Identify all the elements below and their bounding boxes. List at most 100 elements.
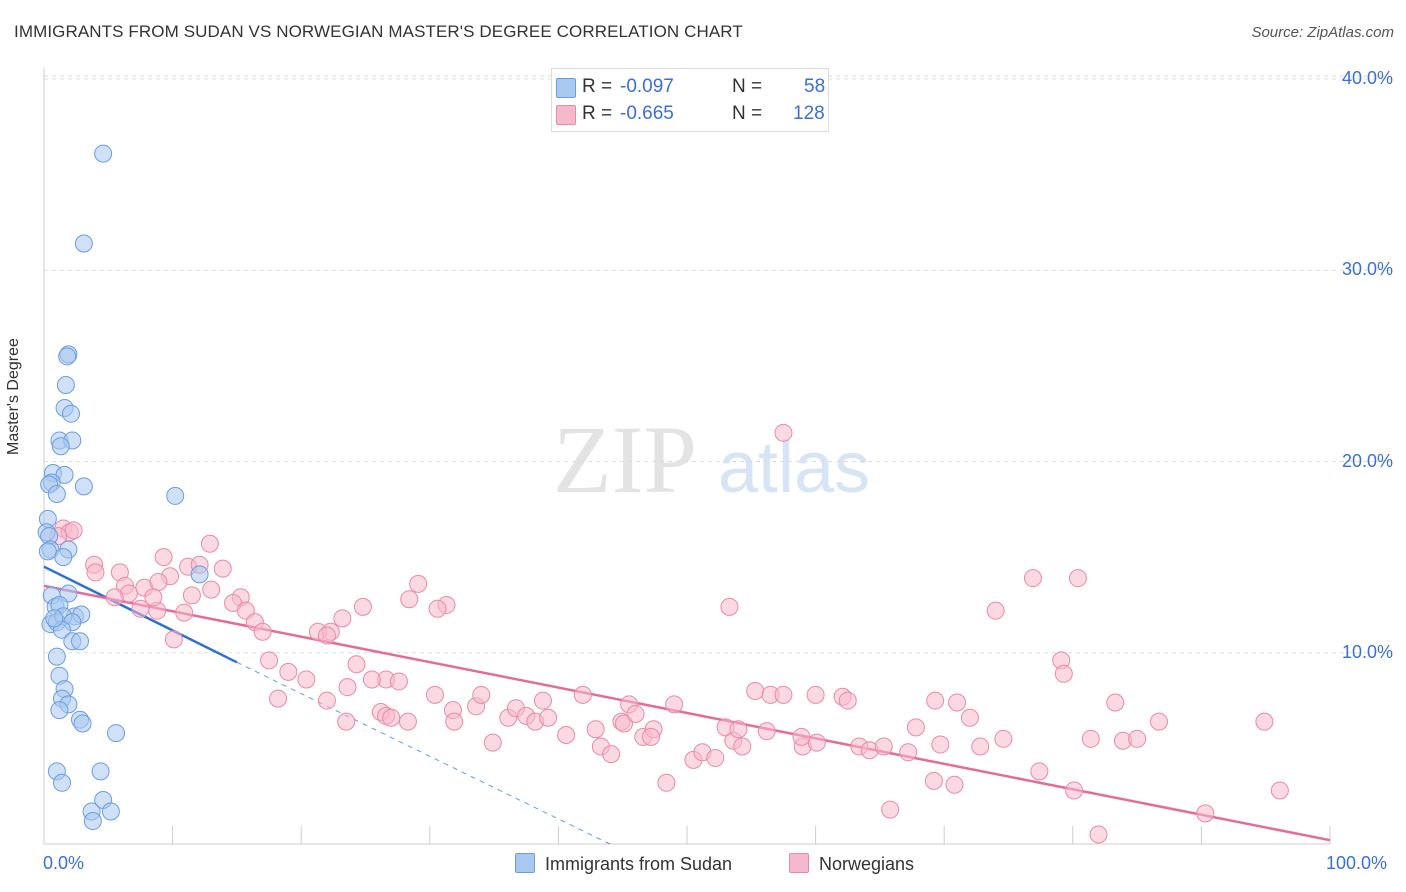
- norwegians-point: [733, 737, 752, 756]
- legend-n-value: 58: [804, 76, 826, 97]
- norwegians-point: [1149, 712, 1168, 731]
- norwegians-point: [105, 588, 124, 607]
- sudan-point: [58, 347, 77, 366]
- norwegians-point: [899, 743, 918, 762]
- norwegians-point: [279, 662, 298, 681]
- legend-item-sudan[interactable]: Immigrants from Sudan: [515, 852, 732, 876]
- norwegians-point: [1106, 693, 1125, 712]
- sudan-point: [47, 647, 66, 666]
- norwegians-point: [931, 735, 950, 754]
- norwegians-point: [665, 695, 684, 714]
- norwegians-point: [260, 651, 279, 670]
- source-note: Source: ZipAtlas.com: [1251, 24, 1394, 41]
- norwegians-point: [1255, 712, 1274, 731]
- sudan-point: [74, 234, 93, 253]
- sudan-point: [107, 724, 126, 743]
- norwegians-point: [144, 588, 163, 607]
- norwegians-point: [586, 720, 605, 739]
- watermark-atlas: atlas: [718, 428, 870, 508]
- norwegians-point: [971, 737, 990, 756]
- norwegians-point: [317, 691, 336, 710]
- norwegians-point: [86, 563, 105, 582]
- sudan-point: [94, 144, 113, 163]
- sudan-point: [38, 542, 57, 561]
- norwegians-point: [425, 685, 444, 704]
- legend-label-sudan: Immigrants from Sudan: [545, 854, 733, 874]
- norwegians-point: [202, 580, 221, 599]
- sudan-point: [53, 773, 72, 792]
- norwegians-point: [353, 597, 372, 616]
- norwegians-point: [382, 708, 401, 727]
- norwegians-point: [774, 685, 793, 704]
- series-legend: Immigrants from Sudan Norwegians: [0, 852, 1406, 876]
- norwegians-point: [774, 423, 793, 442]
- norwegians-point: [337, 712, 356, 731]
- legend-swatch-sudan: [556, 78, 576, 98]
- norwegians-point: [1023, 569, 1042, 588]
- sudan-point: [50, 701, 69, 720]
- norwegians-point: [1128, 729, 1147, 748]
- norwegians-point: [428, 599, 447, 618]
- norwegians-point: [253, 622, 272, 641]
- norwegians-point: [149, 572, 168, 591]
- norwegians-point: [182, 586, 201, 605]
- norwegians-point: [1089, 825, 1108, 844]
- norwegians-point: [362, 670, 381, 689]
- norwegians-point: [881, 800, 900, 819]
- norwegians-point: [960, 708, 979, 727]
- norwegians-point: [614, 714, 633, 733]
- sudan-point: [71, 632, 90, 651]
- legend-r-label: R =: [582, 103, 613, 124]
- norwegians-point: [626, 704, 645, 723]
- norwegians-point: [533, 691, 552, 710]
- sudan-trend-extension: [236, 661, 611, 845]
- norwegians-point: [269, 689, 288, 708]
- norwegians-point: [729, 720, 748, 739]
- legend-r-value: -0.097: [620, 76, 674, 97]
- norwegians-point: [472, 685, 491, 704]
- y-tick-label: 40.0%: [1341, 68, 1393, 88]
- norwegians-point: [164, 630, 183, 649]
- norwegians-point: [792, 727, 811, 746]
- sudan-point: [51, 437, 70, 456]
- norwegians-point: [641, 727, 660, 746]
- sudan-point: [62, 404, 81, 423]
- norwegians-point: [720, 597, 739, 616]
- sudan-point: [56, 376, 75, 394]
- norwegians-point: [1270, 781, 1289, 800]
- watermark-zip: ZIP: [553, 406, 697, 513]
- y-tick-label: 20.0%: [1341, 450, 1393, 471]
- sudan-point: [190, 565, 209, 584]
- norwegians-point: [1196, 804, 1215, 823]
- norwegians-point: [1030, 762, 1049, 781]
- norwegians-point: [906, 718, 925, 737]
- legend-n-label: N =: [732, 103, 763, 124]
- legend-item-norwegians[interactable]: Norwegians: [789, 852, 914, 876]
- legend-swatch-norwegians: [789, 853, 809, 873]
- norwegians-point: [994, 729, 1013, 748]
- norwegians-trend-line: [43, 584, 1331, 842]
- norwegians-point: [347, 655, 366, 674]
- norwegians-point: [338, 678, 357, 697]
- norwegians-point: [806, 685, 825, 704]
- legend-n-label: N =: [732, 76, 763, 97]
- norwegians-point: [154, 548, 173, 567]
- y-tick-label: 10.0%: [1341, 641, 1393, 662]
- norwegians-point: [200, 534, 219, 553]
- sudan-point: [54, 548, 73, 567]
- norwegians-point: [807, 733, 826, 752]
- x-tick-label-max: 100.0%: [1326, 853, 1388, 873]
- legend-swatch-norwegians: [556, 105, 576, 125]
- sudan-point: [101, 802, 120, 821]
- norwegians-point: [657, 773, 676, 792]
- norwegians-point: [838, 691, 857, 710]
- legend-label-norwegians: Norwegians: [819, 854, 915, 874]
- norwegians-point: [602, 745, 621, 764]
- norwegians-point: [398, 712, 417, 731]
- norwegians-point: [409, 574, 428, 593]
- norwegians-point: [175, 603, 194, 622]
- norwegians-point: [945, 775, 964, 794]
- norwegians-point: [986, 601, 1005, 620]
- sudan-point: [73, 714, 92, 733]
